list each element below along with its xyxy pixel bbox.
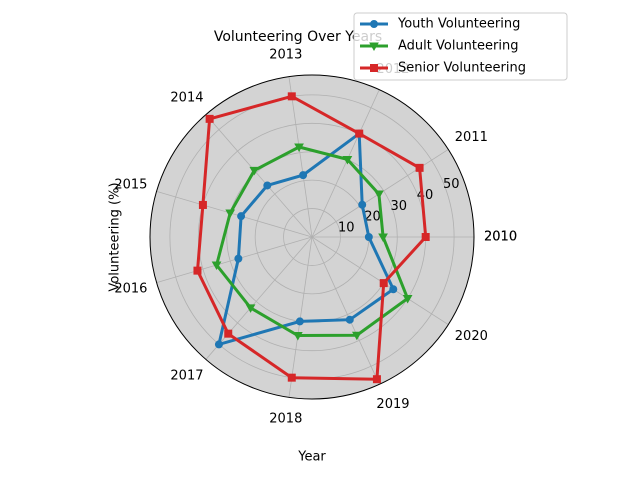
r-tick-label: 20	[364, 210, 381, 225]
chart-title: Volunteering Over Years	[214, 29, 382, 45]
marker	[295, 317, 304, 326]
marker	[402, 294, 413, 304]
grid-spoke	[205, 114, 313, 238]
marker	[345, 315, 354, 324]
category-label: 2014	[170, 90, 203, 105]
marker	[299, 171, 308, 180]
grid-spoke	[288, 76, 313, 238]
grid-spoke	[156, 190, 313, 238]
y-axis-label: Volunteering (%)	[108, 182, 123, 291]
marker	[355, 129, 364, 138]
legend-label: Youth Volunteering	[397, 17, 520, 32]
plot-border	[149, 74, 475, 400]
category-label: 2016	[114, 281, 147, 296]
marker	[205, 114, 214, 123]
marker	[374, 190, 384, 199]
category-label: 2011	[455, 130, 488, 145]
legend-box	[353, 12, 568, 81]
grid-spoke	[205, 236, 313, 360]
category-label: 2018	[269, 412, 302, 427]
marker	[225, 209, 236, 218]
marker	[292, 331, 303, 341]
marker	[364, 233, 373, 241]
marker	[214, 340, 223, 349]
marker	[263, 181, 272, 190]
marker	[370, 20, 378, 28]
series-line	[195, 94, 428, 381]
category-label: 2010	[484, 230, 517, 245]
marker	[224, 329, 233, 338]
marker	[379, 279, 388, 288]
marker	[193, 266, 202, 275]
x-axis-label: Year	[297, 450, 326, 465]
grid-spoke	[311, 236, 380, 385]
marker	[378, 233, 388, 243]
marker	[237, 212, 246, 221]
marker	[234, 254, 243, 263]
category-label: 2017	[170, 369, 203, 384]
grid-spoke	[156, 236, 313, 284]
marker	[369, 42, 379, 52]
r-tick-label: 40	[417, 188, 434, 203]
marker	[211, 261, 222, 271]
category-label: 2019	[376, 397, 409, 412]
grid-spoke	[288, 236, 313, 398]
series-line	[216, 130, 396, 347]
r-tick-label: 50	[443, 177, 460, 192]
marker	[389, 285, 398, 294]
series-line	[214, 145, 410, 338]
r-tick-label: 30	[390, 199, 407, 214]
marker	[245, 304, 256, 313]
category-label: 2015	[114, 178, 147, 193]
category-label: 2010	[484, 230, 517, 245]
marker	[415, 163, 424, 172]
legend-label: Adult Volunteering	[398, 39, 518, 54]
marker	[287, 92, 296, 101]
marker	[421, 233, 430, 241]
r-tick-label: 10	[338, 221, 355, 236]
marker	[352, 331, 362, 341]
marker	[358, 200, 367, 209]
marker	[249, 166, 260, 176]
category-label: 2020	[455, 329, 488, 344]
marker	[287, 373, 296, 382]
grid-spoke	[311, 89, 380, 238]
marker	[342, 155, 353, 165]
legend-label: Senior Volunteering	[398, 61, 526, 76]
marker	[294, 143, 304, 152]
category-label: 2013	[269, 47, 302, 62]
marker	[372, 375, 381, 384]
marker	[198, 200, 207, 209]
marker	[370, 64, 378, 72]
